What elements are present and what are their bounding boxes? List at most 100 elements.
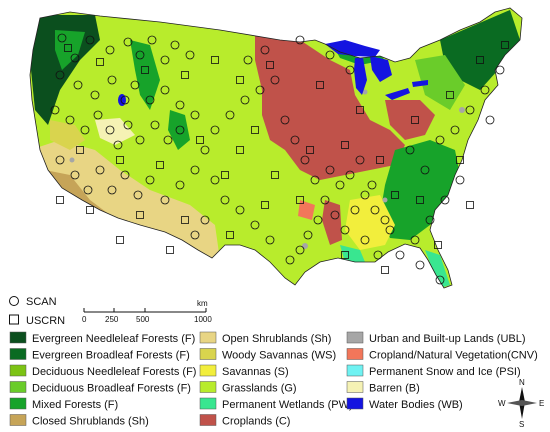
scan-station-marker	[150, 120, 160, 130]
scan-station-marker	[240, 95, 250, 105]
uscrn-station-marker	[221, 171, 229, 179]
scan-station-marker	[495, 65, 505, 75]
legend-label: Evergreen Needleleaf Forests (F)	[32, 333, 195, 345]
uscrn-station-marker	[96, 58, 104, 66]
scan-station-marker	[295, 245, 305, 255]
scan-station-marker	[350, 205, 360, 215]
legend-swatch	[199, 364, 217, 377]
scan-station-marker	[200, 145, 210, 155]
scan-station-marker	[480, 85, 490, 95]
scan-station-marker	[120, 170, 130, 180]
uscrn-station-marker	[456, 156, 464, 164]
legend-label: Permanent Wetlands (PW)	[222, 399, 353, 411]
lake-michigan	[354, 58, 367, 95]
legend-label: Deciduous Broadleaf Forests (F)	[32, 383, 191, 395]
northeast-forest-area	[440, 10, 520, 90]
compass-e: E	[539, 399, 544, 408]
compass-w: W	[498, 399, 506, 408]
mountain-forest-area-2	[168, 110, 190, 150]
uscrn-station-marker	[86, 206, 94, 214]
scan-station-marker	[265, 235, 275, 245]
cropland-east	[385, 100, 435, 140]
uscrn-station-marker	[466, 201, 474, 209]
uscrn-station-marker	[501, 41, 509, 49]
scan-station-marker	[335, 180, 345, 190]
scan-station-marker	[170, 40, 180, 50]
scan-station-marker	[313, 215, 323, 225]
uscrn-station-marker	[306, 146, 314, 154]
compass-rose: N S W E	[498, 378, 544, 428]
us-outline	[29, 7, 523, 289]
scan-station-marker	[147, 35, 157, 45]
scan-station-marker	[325, 165, 335, 175]
legend-label: Croplands (C)	[222, 416, 290, 428]
scale-unit: km	[197, 299, 208, 308]
scan-station-marker	[300, 155, 310, 165]
scale-tick-250: 250	[105, 315, 119, 324]
scan-station-marker	[160, 85, 170, 95]
uscrn-station-marker	[266, 61, 274, 69]
uscrn-station-marker	[251, 126, 259, 134]
uscrn-label: USCRN	[26, 315, 65, 327]
scan-station-marker	[123, 37, 133, 47]
cropland-main	[255, 30, 405, 180]
scan-station-marker	[70, 170, 80, 180]
scan-station-marker	[310, 175, 320, 185]
lake-superior	[325, 40, 380, 57]
scan-station-marker	[185, 50, 195, 60]
compass-s: S	[519, 420, 524, 428]
legend-swatch	[346, 331, 364, 344]
scan-station-marker	[325, 50, 335, 60]
scan-station-marker	[160, 55, 170, 65]
scan-station-marker	[345, 65, 355, 75]
scan-station-marker	[135, 135, 145, 145]
scan-station-marker	[200, 215, 210, 225]
scan-station-marker	[395, 250, 405, 260]
great-salt-lake	[118, 94, 126, 106]
uscrn-station-marker	[416, 196, 424, 204]
legend-swatch	[9, 381, 27, 393]
scan-station-marker	[130, 80, 140, 90]
legend-label: Closed Shrublands (Sh)	[32, 416, 149, 428]
mountain-forest-area	[130, 40, 160, 110]
scan-station-marker	[235, 205, 245, 215]
uscrn-station-marker	[236, 146, 244, 154]
scan-station-marker	[260, 45, 270, 55]
lake-huron	[370, 56, 392, 82]
legend-swatch	[346, 381, 364, 393]
scan-station-marker	[145, 175, 155, 185]
legend-swatch	[346, 364, 364, 377]
uscrn-station-marker	[76, 146, 84, 154]
scan-station-marker	[210, 125, 220, 135]
scan-station-marker	[83, 185, 93, 195]
legend-swatch	[9, 397, 27, 410]
scan-station-marker	[373, 250, 383, 260]
scan-station-marker	[107, 185, 117, 195]
scan-station-marker	[175, 100, 185, 110]
uscrn-symbol	[9, 314, 19, 325]
scan-station-marker	[440, 195, 450, 205]
scan-station-marker	[485, 115, 495, 125]
map-legend: SCAN USCRN km 0 250 500 1000 Evergreen N…	[9, 296, 538, 428]
legend-swatch	[346, 348, 364, 360]
uscrn-station-marker	[181, 216, 189, 224]
scan-station-marker	[367, 180, 377, 190]
northeast-mixed-area	[415, 55, 465, 110]
legend-swatch	[199, 381, 217, 393]
scan-station-marker	[225, 110, 235, 120]
uscrn-station-marker	[381, 266, 389, 274]
uscrn-station-marker	[236, 76, 244, 84]
legend-swatch	[199, 331, 217, 344]
uscrn-station-marker	[56, 196, 64, 204]
scan-station-marker	[370, 205, 380, 215]
land-cover-map	[29, 7, 523, 289]
urban-spot	[302, 243, 308, 249]
scan-station-marker	[85, 35, 95, 45]
scan-station-marker	[415, 260, 425, 270]
scan-station-marker	[385, 225, 395, 235]
scan-station-marker	[255, 85, 265, 95]
scan-station-marker	[95, 165, 105, 175]
scan-station-marker	[107, 75, 117, 85]
legend-swatch	[9, 414, 27, 426]
scan-station-marker	[250, 220, 260, 230]
